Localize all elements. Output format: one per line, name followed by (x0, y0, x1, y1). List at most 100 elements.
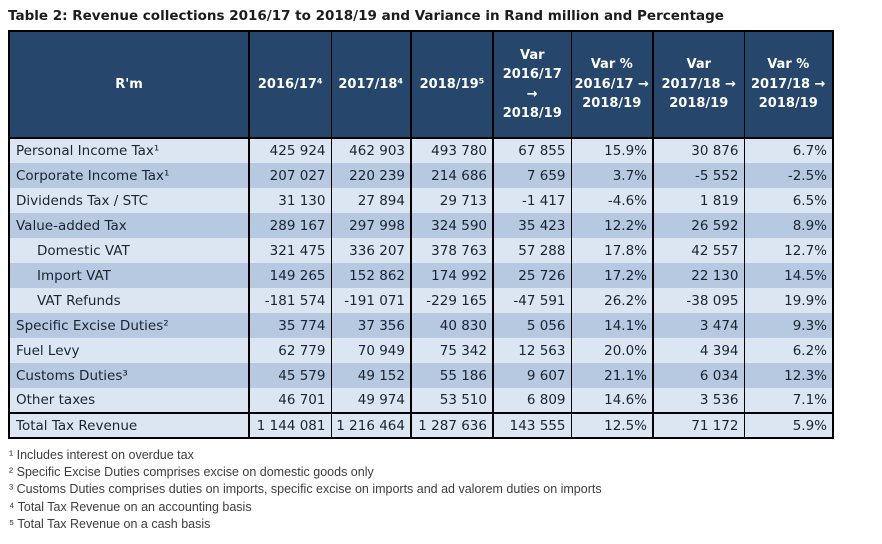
cell-value: 8.9% (743, 213, 833, 238)
cell-value: -5 552 (652, 163, 744, 188)
row-label: Personal Income Tax¹ (8, 138, 249, 163)
row-label: Corporate Income Tax¹ (8, 163, 249, 188)
row-label: Value-added Tax (8, 213, 249, 238)
cell-value: 62 779 (248, 338, 331, 363)
cell-value: 336 207 (330, 238, 411, 263)
cell-value: 6 809 (492, 388, 571, 413)
cell-value: 6.2% (743, 338, 833, 363)
cell-value: 19.9% (743, 288, 833, 313)
cell-value: 12 563 (492, 338, 571, 363)
cell-value: 14.5% (743, 263, 833, 288)
row-label: Customs Duties³ (8, 363, 249, 388)
cell-value: 174 992 (410, 263, 493, 288)
cell-value: 149 265 (248, 263, 331, 288)
cell-value: 70 949 (330, 338, 411, 363)
row-label: Domestic VAT (8, 238, 249, 263)
row-label: Import VAT (8, 263, 249, 288)
cell-value: 5 056 (492, 313, 571, 338)
table-row: Customs Duties³ 45 579 49 152 55 186 9 607 21… (8, 363, 833, 388)
cell-value: 9 607 (492, 363, 571, 388)
cell-value: 42 557 (652, 238, 744, 263)
cell-value: -4.6% (570, 188, 653, 213)
cell-value: 37 356 (330, 313, 411, 338)
header-2017-18: 2017/18⁴ (330, 31, 411, 139)
cell-value: 425 924 (248, 138, 331, 163)
cell-value: -2.5% (743, 163, 833, 188)
footnotes: ¹ Includes interest on overdue tax ² Spe… (9, 447, 882, 533)
cell-value: -47 591 (492, 288, 571, 313)
cell-value: 321 475 (248, 238, 331, 263)
header-var-2016-2018: Var 2016/17 → 2018/19 (492, 31, 571, 139)
cell-value: 12.5% (570, 412, 653, 438)
header-row: R'm 2016/17⁴ 2017/18⁴ 2018/19⁵ Var 2016/… (8, 31, 833, 139)
cell-value: 1 144 081 (248, 412, 331, 438)
cell-value: 67 855 (492, 138, 571, 163)
cell-value: 46 701 (248, 388, 331, 413)
cell-value: 143 555 (492, 412, 571, 438)
table-header: R'm 2016/17⁴ 2017/18⁴ 2018/19⁵ Var 2016/… (8, 31, 833, 139)
cell-value: 214 686 (410, 163, 493, 188)
cell-value: 4 394 (652, 338, 744, 363)
cell-value: 289 167 (248, 213, 331, 238)
cell-value: 3 536 (652, 388, 744, 413)
cell-value: 6.7% (743, 138, 833, 163)
cell-value: -229 165 (410, 288, 493, 313)
cell-value: 21.1% (570, 363, 653, 388)
cell-value: 20.0% (570, 338, 653, 363)
cell-value: 29 713 (410, 188, 493, 213)
row-label: Fuel Levy (8, 338, 249, 363)
cell-value: 14.6% (570, 388, 653, 413)
cell-value: 40 830 (410, 313, 493, 338)
table-row: Personal Income Tax¹ 425 924 462 903 493 78… (8, 138, 833, 163)
cell-value: 26.2% (570, 288, 653, 313)
cell-value: 7.1% (743, 388, 833, 413)
total-row: Total Tax Revenue 1 144 081 1 216 464 1 287… (8, 412, 833, 438)
cell-value: 25 726 (492, 263, 571, 288)
cell-value: 35 774 (248, 313, 331, 338)
cell-value: 207 027 (248, 163, 331, 188)
cell-value: 17.8% (570, 238, 653, 263)
cell-value: 220 239 (330, 163, 411, 188)
table-row: Fuel Levy 62 779 70 949 75 342 12 563 20.0% 4 … (8, 338, 833, 363)
cell-value: 6.5% (743, 188, 833, 213)
table-row: Dividends Tax / STC 31 130 27 894 29 713 -1 … (8, 188, 833, 213)
table-row: Other taxes 46 701 49 974 53 510 6 809 14.6% 3… (8, 388, 833, 413)
footnote-2: ² Specific Excise Duties comprises excis… (9, 465, 374, 480)
cell-value: 9.3% (743, 313, 833, 338)
cell-value: -191 071 (330, 288, 411, 313)
cell-value: 15.9% (570, 138, 653, 163)
footnote-4: ⁴ Total Tax Revenue on an accounting bas… (9, 499, 252, 514)
revenue-table: R'm 2016/17⁴ 2017/18⁴ 2018/19⁵ Var 2016/… (8, 30, 834, 439)
cell-value: 378 763 (410, 238, 493, 263)
cell-value: 5.9% (743, 412, 833, 438)
cell-value: 45 579 (248, 363, 331, 388)
header-2016-17: 2016/17⁴ (248, 31, 331, 139)
cell-value: 27 894 (330, 188, 411, 213)
cell-value: 1 216 464 (330, 412, 411, 438)
row-label: Dividends Tax / STC (8, 188, 249, 213)
cell-value: 12.2% (570, 213, 653, 238)
cell-value: 3.7% (570, 163, 653, 188)
cell-value: 71 172 (652, 412, 744, 438)
cell-value: 462 903 (330, 138, 411, 163)
table-body: Personal Income Tax¹ 425 924 462 903 493 78… (8, 138, 833, 438)
cell-value: 12.3% (743, 363, 833, 388)
footnote-5: ⁵ Total Tax Revenue on a cash basis (9, 516, 211, 531)
cell-value: 55 186 (410, 363, 493, 388)
cell-value: 49 152 (330, 363, 411, 388)
row-label: Specific Excise Duties² (8, 313, 249, 338)
row-label: VAT Refunds (8, 288, 249, 313)
table-row: Import VAT 149 265 152 862 174 992 25 726 17.… (8, 263, 833, 288)
cell-value: -38 095 (652, 288, 744, 313)
cell-value: 30 876 (652, 138, 744, 163)
cell-value: 324 590 (410, 213, 493, 238)
cell-value: 1 287 636 (410, 412, 493, 438)
cell-value: 31 130 (248, 188, 331, 213)
footnote-3: ³ Customs Duties comprises duties on imp… (9, 482, 602, 497)
row-label: Total Tax Revenue (8, 412, 249, 438)
cell-value: 1 819 (652, 188, 744, 213)
table-title: Table 2: Revenue collections 2016/17 to … (8, 8, 724, 24)
cell-value: 12.7% (743, 238, 833, 263)
cell-value: 22 130 (652, 263, 744, 288)
